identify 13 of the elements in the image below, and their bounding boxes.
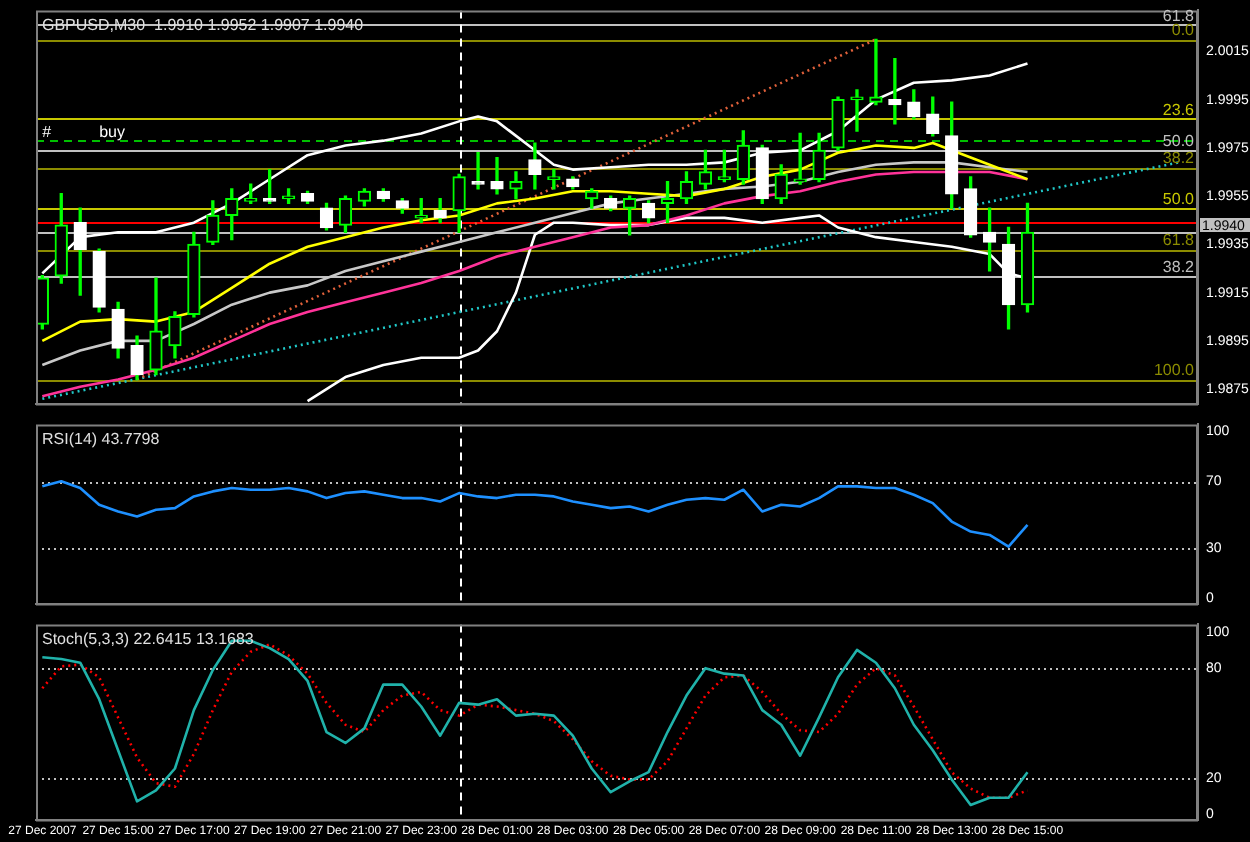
- annotation: #: [42, 122, 53, 141]
- annotation: 50.0: [1162, 132, 1196, 151]
- annotation: 38.2: [1162, 149, 1196, 168]
- annotation: 38.2: [1162, 257, 1196, 276]
- text: Stoch(5,3,3) 22.6415 13.1683: [42, 630, 255, 649]
- annotation: 50.0: [1162, 190, 1196, 209]
- annotation: 61.8: [1162, 6, 1196, 25]
- annotation: 100.0: [1153, 361, 1196, 380]
- annotation: buy: [99, 122, 125, 141]
- annotation: 0.0: [1171, 21, 1196, 40]
- text: RSI(14) 43.7798: [42, 430, 161, 449]
- annotation: 61.8: [1162, 231, 1196, 250]
- annotation: 23.6: [1162, 100, 1196, 119]
